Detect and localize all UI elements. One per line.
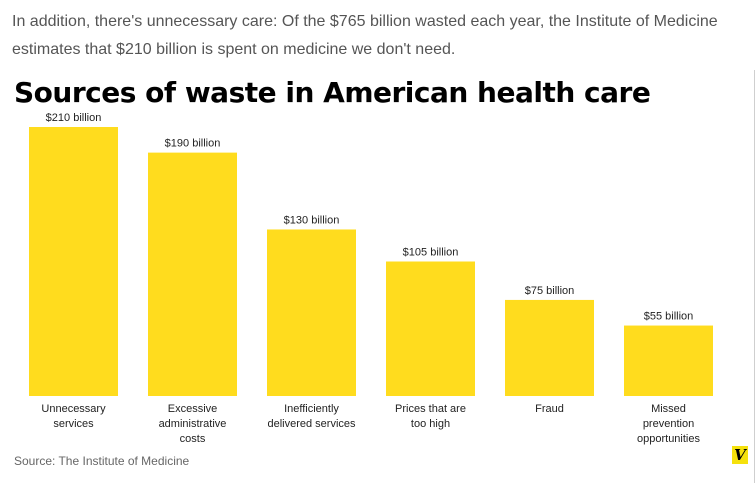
value-label-5: $55 billion — [644, 311, 694, 323]
value-label-2: $130 billion — [284, 214, 340, 226]
bar-chart: $210 billion Unnecessary services $190 bill… — [29, 112, 713, 445]
value-label-0: $210 billion — [46, 112, 102, 124]
category-label-3: Prices that are too high — [395, 403, 466, 430]
chart-panel: Sources of waste in American health care… — [0, 70, 755, 483]
category-label-5: Missed prevention opportunities — [637, 403, 700, 445]
bar-3 — [386, 261, 475, 396]
category-label-4: Fraud — [535, 403, 564, 415]
bar-2 — [267, 229, 356, 396]
bar-5 — [624, 325, 713, 396]
category-label-1: Excessive administrative costs — [159, 403, 227, 445]
value-label-4: $75 billion — [525, 285, 575, 297]
value-label-1: $190 billion — [165, 138, 221, 150]
bar-4 — [505, 299, 594, 396]
category-label-0: Unnecessary services — [41, 403, 106, 430]
chart-title: Sources of waste in American health care — [14, 76, 651, 109]
bar-0 — [29, 127, 118, 396]
value-label-3: $105 billion — [403, 247, 459, 259]
vox-logo-icon: V — [732, 446, 748, 464]
bar-1 — [148, 152, 237, 396]
source-note: Source: The Institute of Medicine — [14, 454, 190, 468]
category-label-2: Inefficiently delivered services — [267, 403, 356, 430]
intro-paragraph: In addition, there's unnecessary care: O… — [12, 13, 718, 58]
